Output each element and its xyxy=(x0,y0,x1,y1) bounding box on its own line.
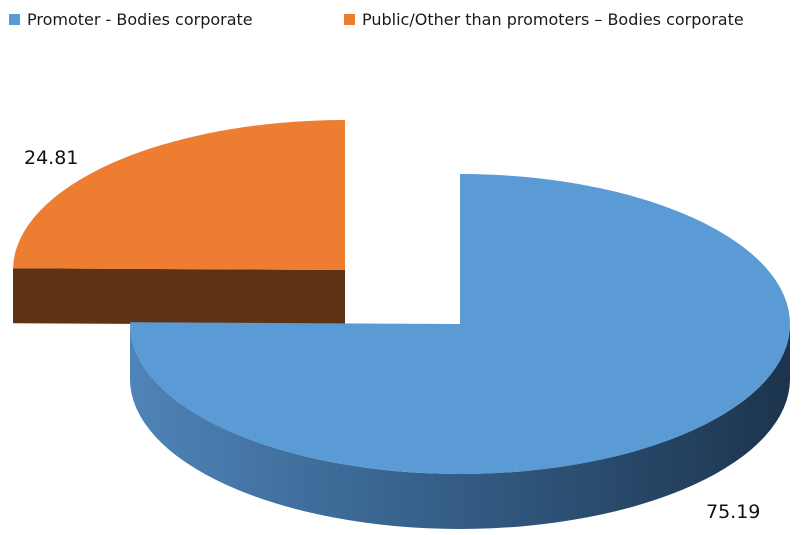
legend-item-public: Public/Other than promoters – Bodies cor… xyxy=(344,10,744,29)
data-label-promoter: 75.19 xyxy=(706,501,760,523)
legend-swatch-promoter xyxy=(9,14,20,25)
slice-side-public xyxy=(13,268,346,325)
chart-legend: Promoter - Bodies corporate Public/Other… xyxy=(0,10,808,34)
legend-swatch-public xyxy=(344,14,355,25)
legend-item-promoter: Promoter - Bodies corporate xyxy=(9,10,253,29)
slice-public xyxy=(13,120,346,270)
slice-side-promoter xyxy=(130,324,790,529)
pie-slices xyxy=(13,120,790,529)
slice-promoter xyxy=(129,174,790,474)
data-label-public: 24.81 xyxy=(24,147,78,169)
legend-label-promoter: Promoter - Bodies corporate xyxy=(27,10,253,29)
legend-label-public: Public/Other than promoters – Bodies cor… xyxy=(362,10,744,29)
